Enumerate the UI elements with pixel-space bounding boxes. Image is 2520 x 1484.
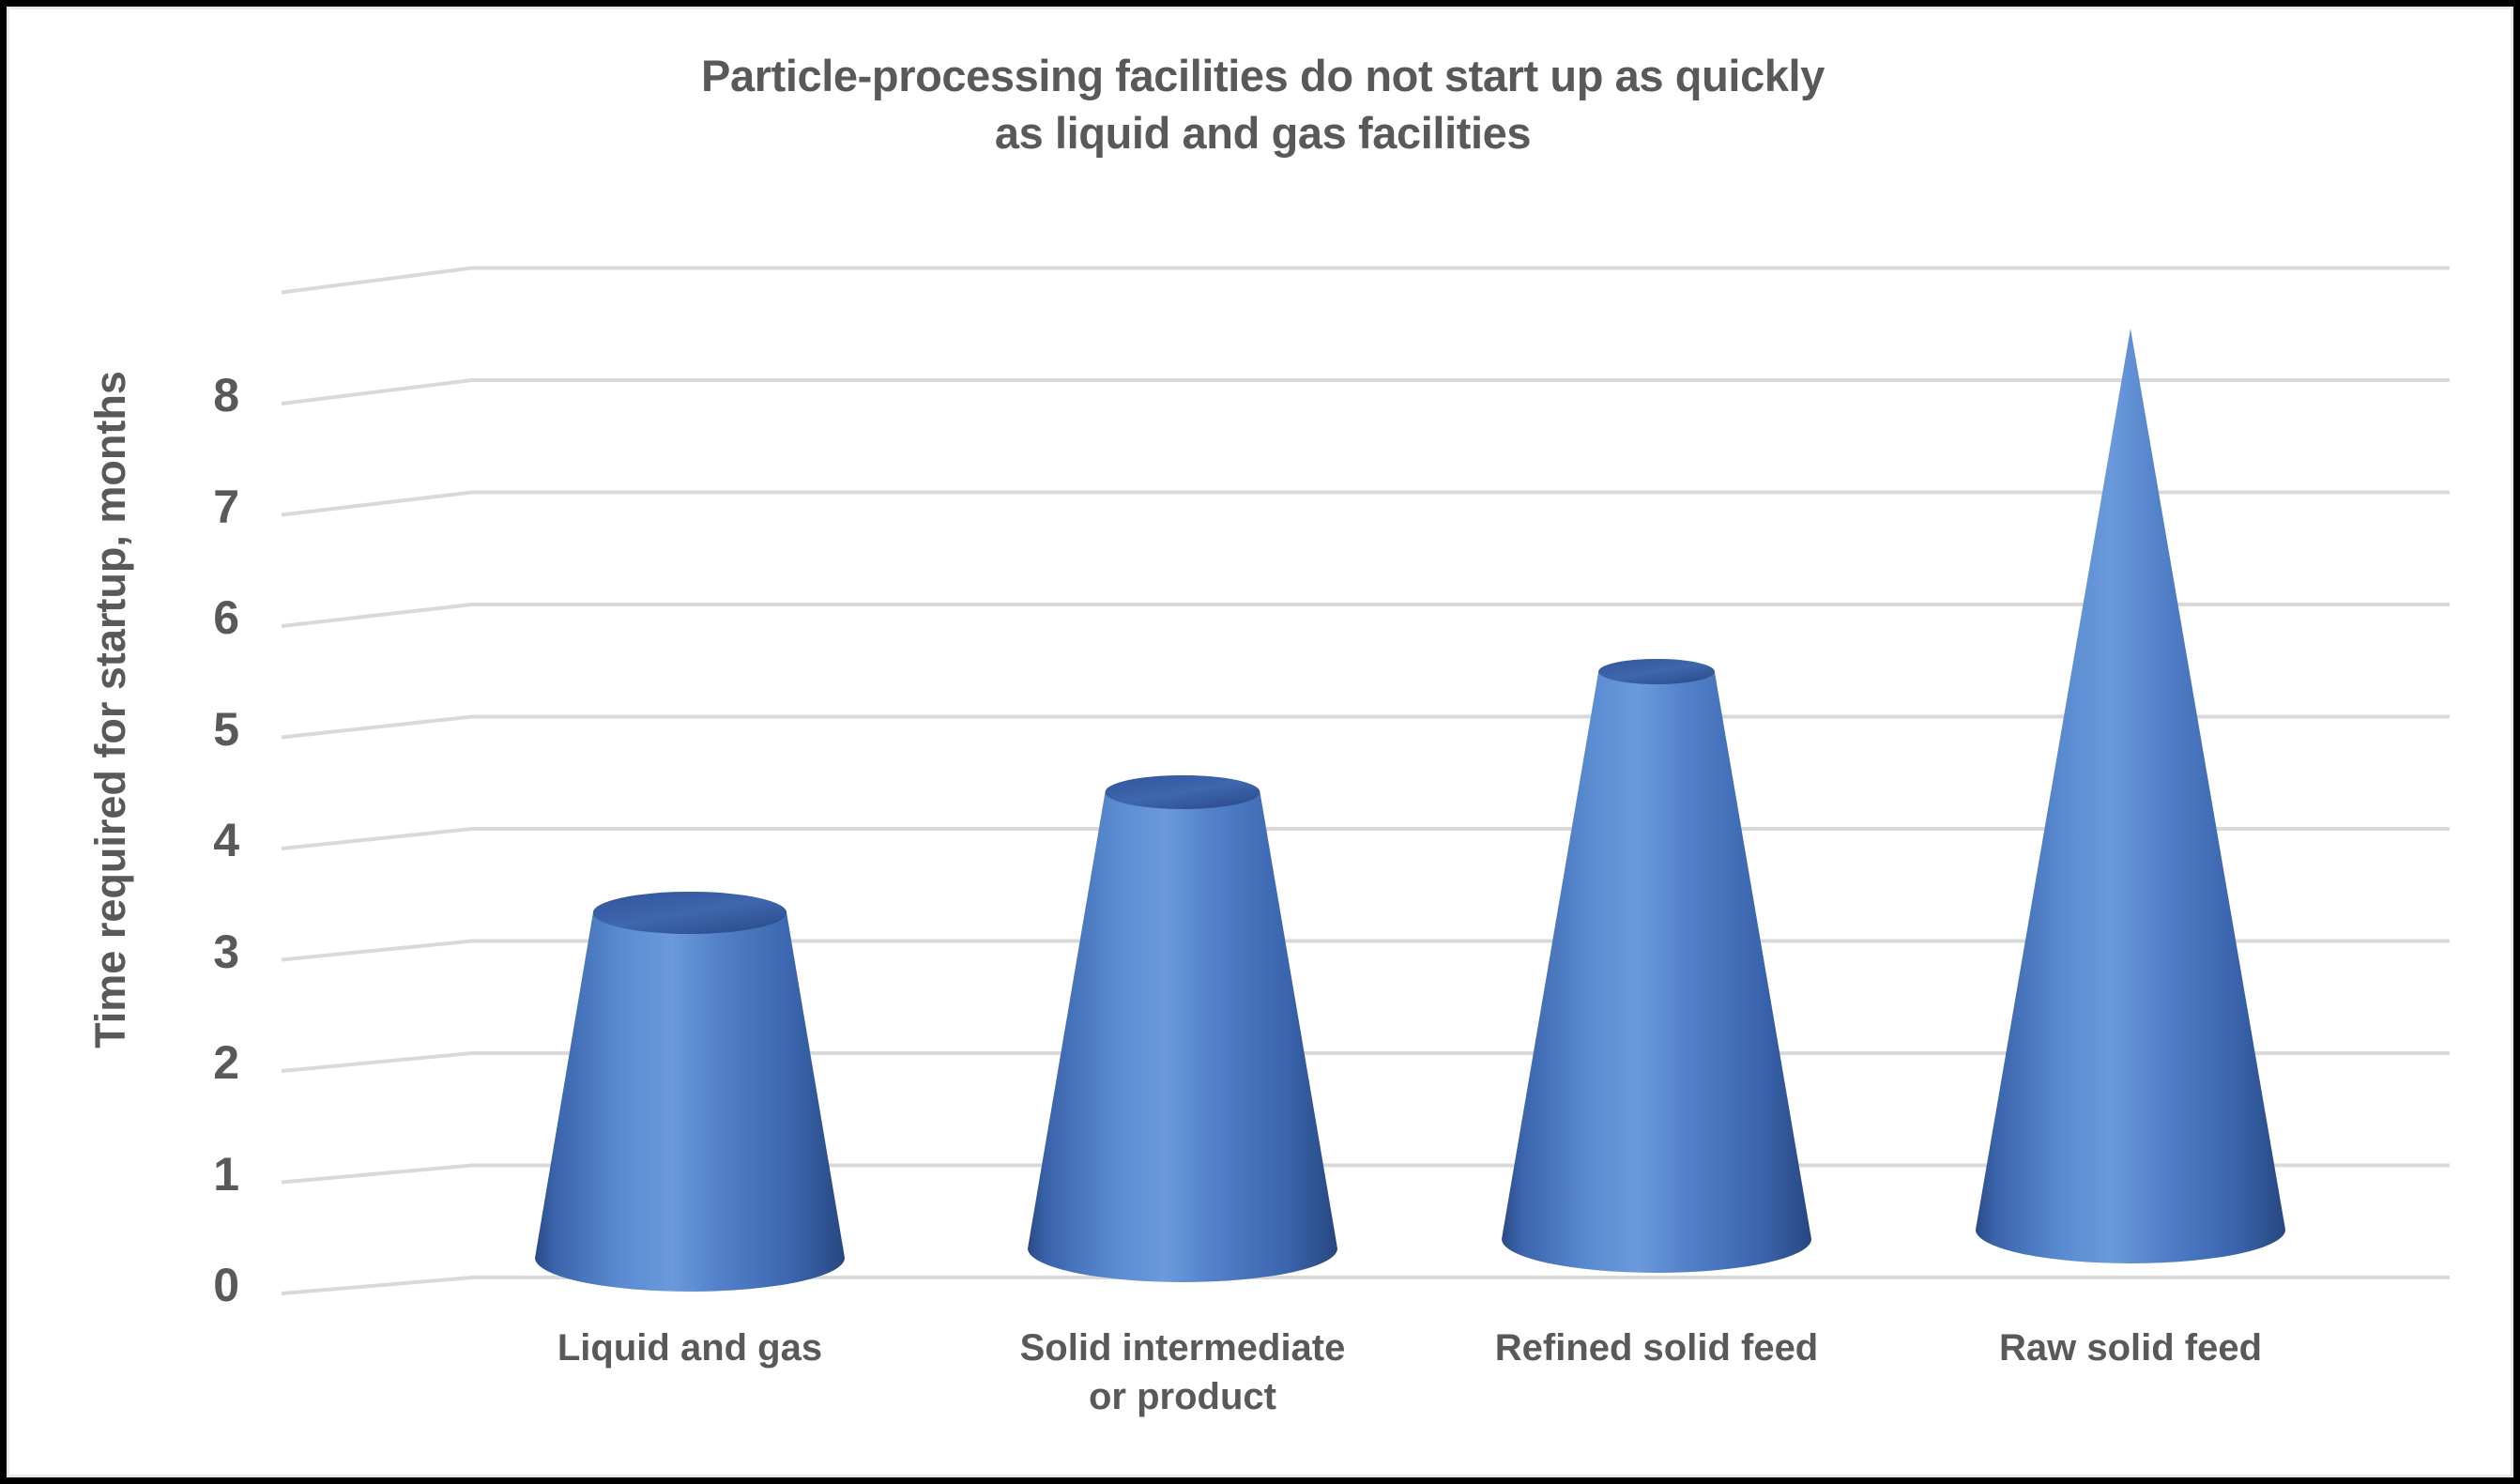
x-axis-category-line: Refined solid feed — [1494, 1327, 1819, 1369]
plot-area: 0 1 2 3 4 5 6 7 8 — [9, 9, 2511, 1475]
gridline — [281, 939, 2450, 962]
x-axis-category-2: Solid intermediate or product — [920, 1323, 1445, 1421]
chart-title: Particle-processing facilities do not st… — [9, 47, 2511, 161]
chart-title-line-1: Particle-processing facilities do not st… — [701, 51, 1825, 100]
x-axis-category-line: or product — [1089, 1376, 1276, 1417]
y-axis-tick-7: 7 — [213, 480, 239, 533]
gridline — [281, 603, 2450, 628]
cone-bar — [535, 892, 845, 1292]
gridline — [281, 490, 2450, 517]
y-axis-tick-0: 0 — [213, 1259, 239, 1311]
cone-body — [535, 892, 845, 1292]
gridline — [281, 1276, 2450, 1295]
cone-bar — [1502, 659, 1811, 1273]
cone-top-ellipse — [1598, 659, 1715, 684]
y-axis-tick-2: 2 — [213, 1036, 239, 1089]
gridlines-group — [281, 266, 2450, 1295]
x-axis-category-line: Liquid and gas — [557, 1327, 823, 1369]
y-axis-tick-6: 6 — [213, 591, 239, 644]
x-axis-category-3: Refined solid feed — [1394, 1323, 1919, 1372]
gridline — [281, 378, 2450, 405]
gridline — [281, 714, 2450, 740]
cone-bar — [1028, 775, 1337, 1282]
y-axis-tick-4: 4 — [213, 814, 239, 866]
gridline — [281, 266, 2450, 295]
chart-title-line-2: as liquid and gas facilities — [994, 108, 1532, 159]
x-axis-category-4: Raw solid feed — [1868, 1323, 2393, 1372]
gridline — [281, 827, 2450, 850]
y-axis-tick-3: 3 — [213, 925, 239, 978]
x-axis-category-line: Raw solid feed — [1998, 1327, 2263, 1369]
chart-canvas: Particle-processing facilities do not st… — [7, 7, 2513, 1477]
cone-body — [1502, 659, 1811, 1273]
cone-top-ellipse — [592, 892, 787, 934]
cone-body — [1976, 329, 2285, 1263]
x-axis-category-1: Liquid and gas — [427, 1323, 953, 1372]
y-axis-tick-8: 8 — [213, 369, 239, 421]
gridline — [281, 1051, 2450, 1073]
cone-body — [1028, 775, 1337, 1282]
y-axis-tick-1: 1 — [213, 1147, 239, 1201]
x-axis-category-line: Solid intermediate — [1019, 1327, 1346, 1369]
cone-top-ellipse — [1105, 775, 1260, 809]
cone-bar — [1976, 329, 2285, 1263]
y-axis-tick-5: 5 — [213, 702, 239, 756]
